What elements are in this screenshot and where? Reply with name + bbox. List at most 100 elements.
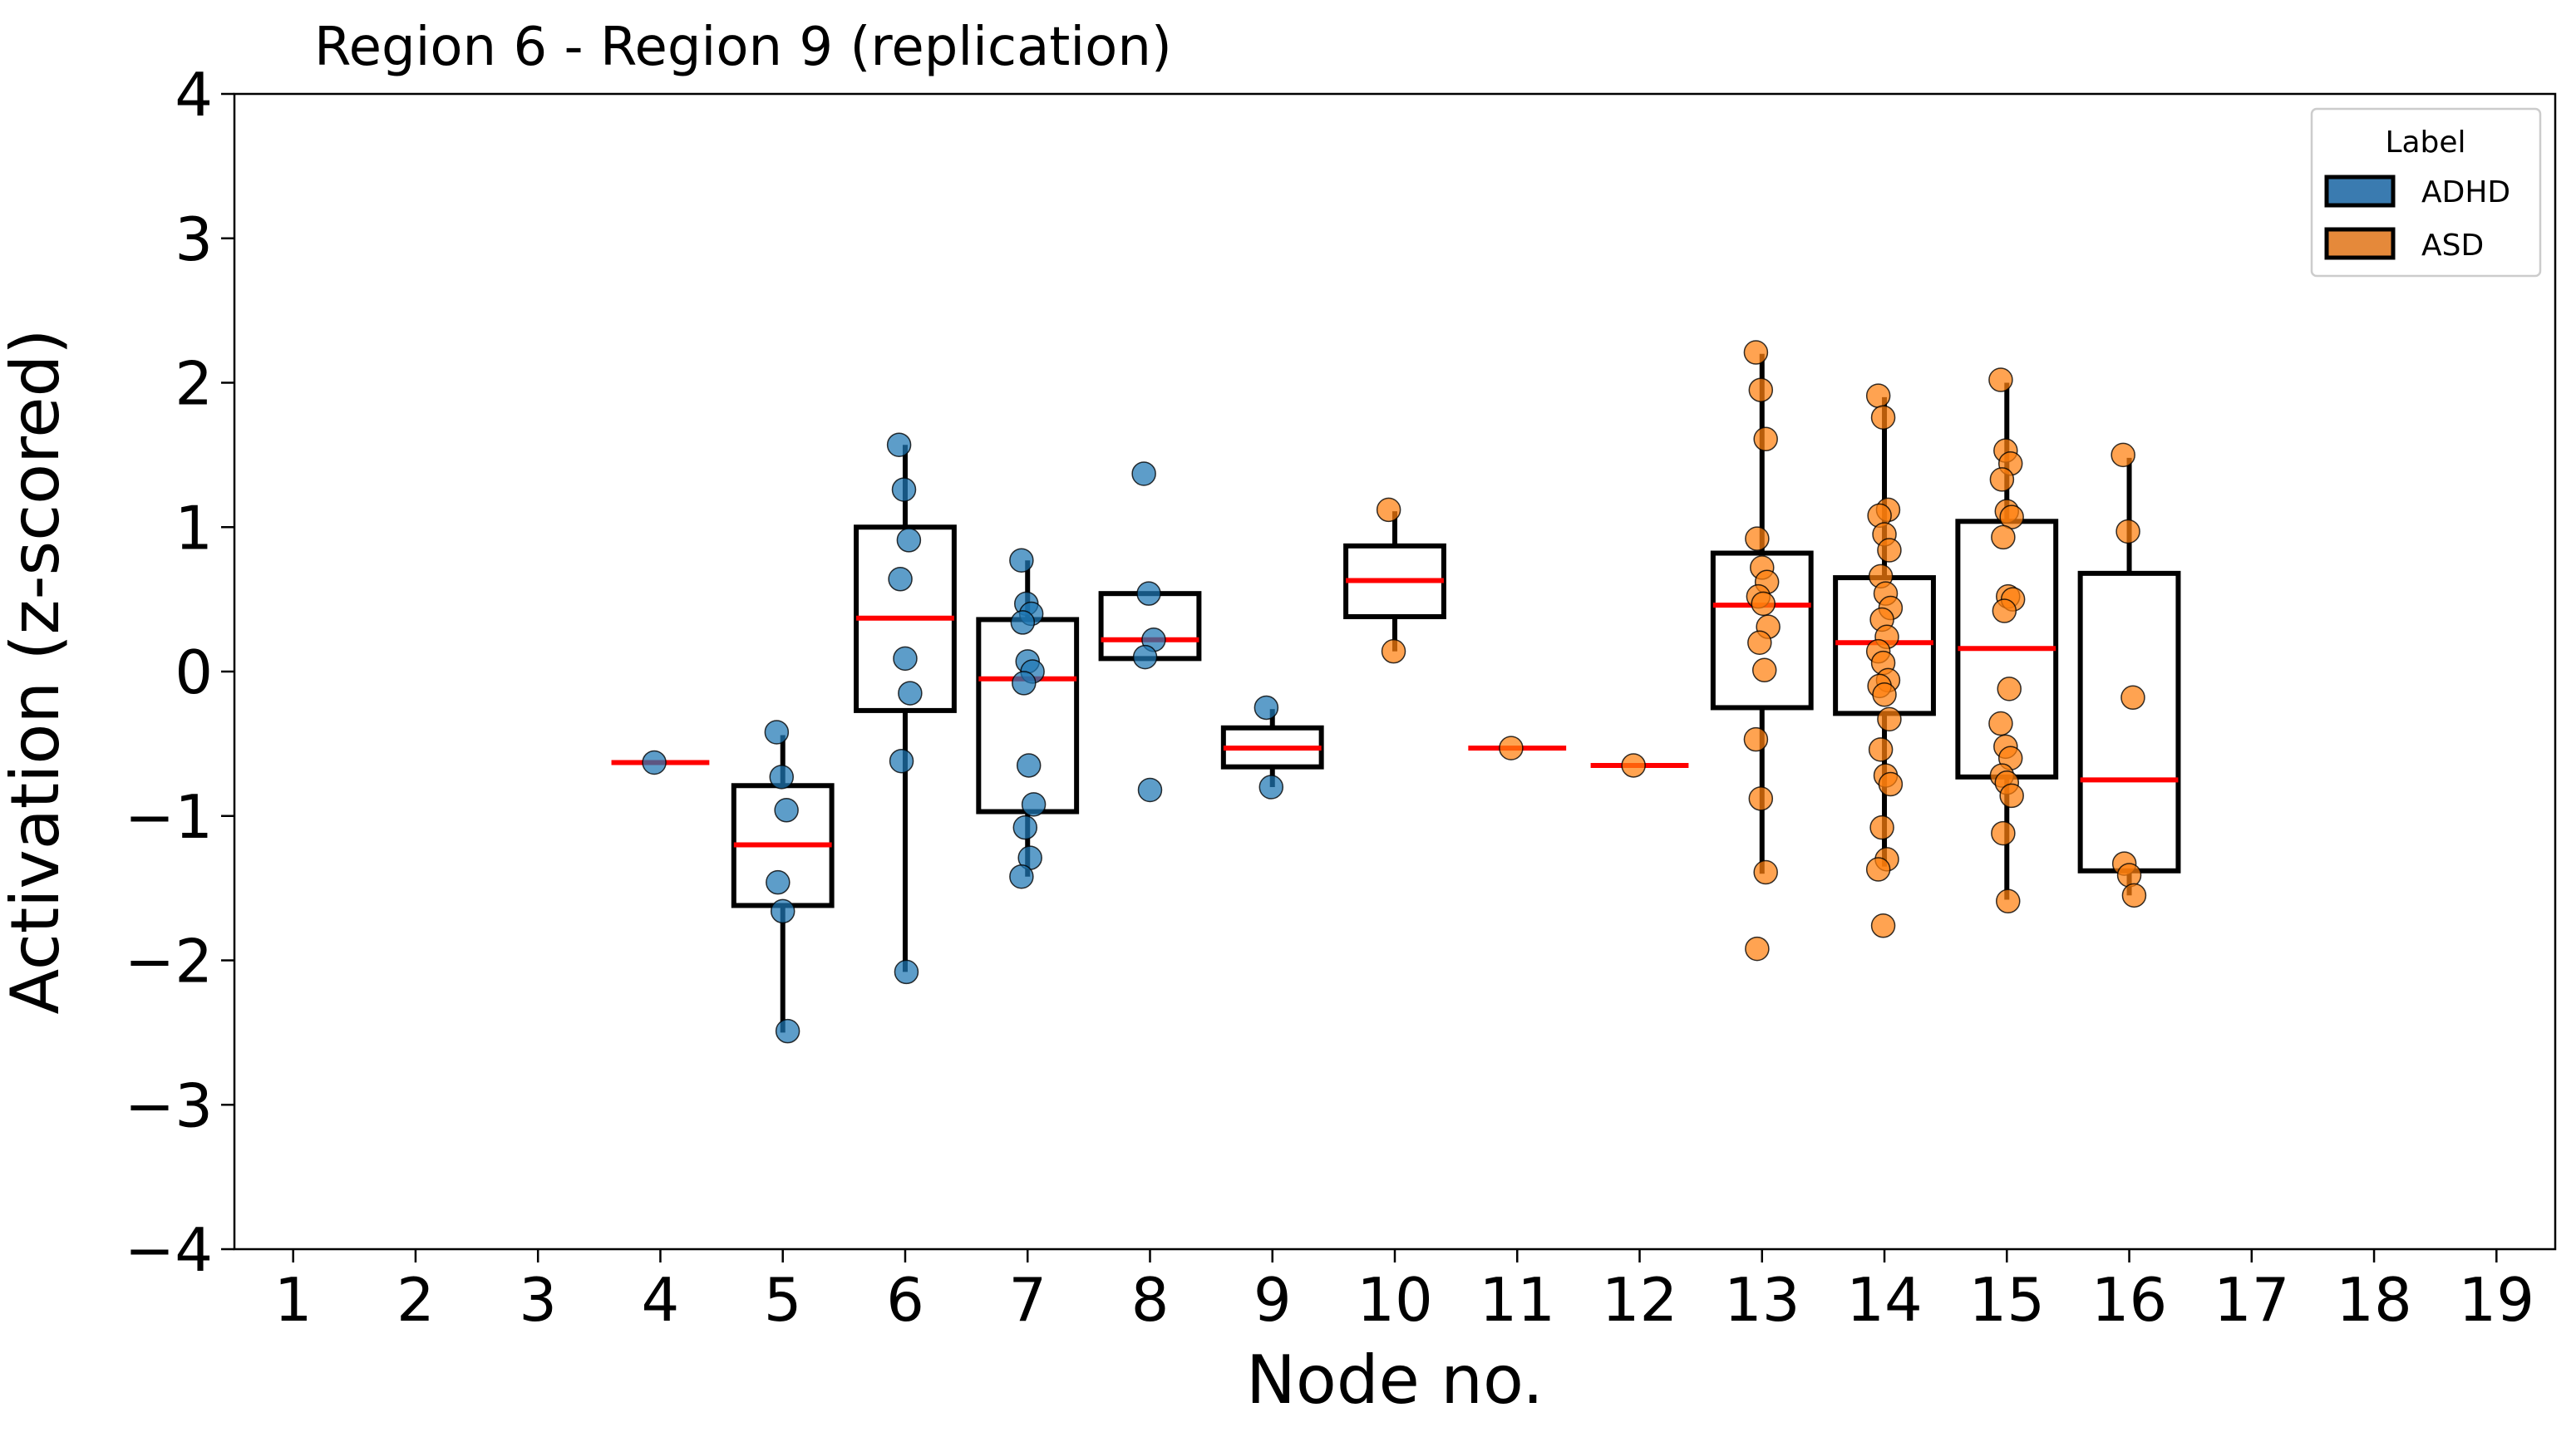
data-point (1012, 815, 1038, 840)
data-point (1870, 405, 1896, 430)
data-point (1009, 864, 1034, 889)
data-point (1999, 783, 2024, 809)
data-point (1745, 936, 1770, 962)
data-point (1865, 383, 1891, 408)
data-point (1870, 913, 1896, 938)
x-tick-label: 17 (2214, 1265, 2290, 1335)
data-point (1753, 859, 1778, 885)
y-tick-label: 1 (175, 493, 213, 563)
data-point (1988, 711, 2013, 736)
y-tick-label: 0 (175, 637, 213, 707)
box-iqr (1710, 550, 1814, 711)
data-point (1872, 682, 1897, 707)
data-point (2115, 519, 2140, 544)
legend: Label ADHD ASD (2310, 107, 2542, 278)
legend-label-adhd: ADHD (2421, 175, 2510, 209)
y-tick-label: −2 (125, 927, 213, 997)
data-point (891, 477, 917, 502)
data-point (1132, 644, 1158, 670)
data-point (1747, 630, 1772, 655)
x-axis-label: Node no. (1246, 1341, 1544, 1419)
data-point (1021, 792, 1047, 817)
data-point (1989, 467, 2015, 492)
x-tick-label: 4 (642, 1265, 680, 1335)
x-tick-label: 1 (274, 1265, 313, 1335)
x-tick-label: 7 (1008, 1265, 1047, 1335)
y-axis: −4 −3 −2 −1 0 1 2 3 4 (125, 60, 234, 1285)
data-point (1745, 526, 1770, 551)
x-tick-label: 9 (1254, 1265, 1292, 1335)
legend-swatch-adhd (2324, 175, 2396, 208)
data-point (1877, 706, 1902, 732)
data-point (1751, 657, 1777, 683)
data-point (766, 869, 791, 895)
data-point (1748, 377, 1774, 402)
y-tick-label: −4 (125, 1215, 213, 1285)
data-point (896, 528, 922, 553)
legend-swatch-asd (2324, 227, 2396, 260)
data-point (1991, 524, 2016, 550)
data-point (1869, 815, 1894, 840)
x-axis: 1 2 3 4 5 6 7 8 9 10 11 12 13 14 15 16 17 18 19 (274, 1249, 2534, 1335)
data-point (1258, 775, 1284, 800)
x-tick-label: 10 (1357, 1265, 1433, 1335)
x-tick-label: 2 (396, 1265, 435, 1335)
data-point (894, 959, 919, 985)
legend-label-asd: ASD (2421, 229, 2484, 263)
x-tick-label: 13 (1724, 1265, 1800, 1335)
data-point (1743, 340, 1769, 365)
data-point (1136, 581, 1161, 606)
data-point (2111, 442, 2135, 468)
y-tick-label: 4 (175, 60, 213, 130)
data-points (642, 340, 2147, 1044)
data-point (2116, 863, 2142, 888)
axes-frame (233, 92, 2557, 1251)
data-point (770, 898, 795, 924)
x-tick-label: 14 (1846, 1265, 1923, 1335)
x-tick-label: 8 (1131, 1265, 1170, 1335)
data-point (1376, 497, 1401, 523)
chart-title: Region 6 - Region 9 (replication) (314, 17, 1172, 78)
data-point (1988, 367, 2013, 392)
y-tick-label: 3 (175, 204, 213, 274)
data-point (889, 748, 914, 774)
data-point (1016, 753, 1042, 778)
data-point (1748, 786, 1774, 811)
x-tick-label: 19 (2459, 1265, 2535, 1335)
x-tick-label: 6 (886, 1265, 924, 1335)
y-tick-label: −1 (125, 782, 213, 852)
data-point (1992, 598, 2017, 623)
x-tick-label: 18 (2336, 1265, 2412, 1335)
data-point (1991, 820, 2016, 846)
y-tick-label: 2 (175, 349, 213, 419)
data-point (1621, 753, 1646, 778)
y-axis-label: Activation (z-scored) (0, 329, 74, 1015)
data-point (1381, 638, 1406, 664)
data-point (1137, 777, 1163, 803)
data-point (1010, 610, 1036, 635)
x-tick-label: 3 (519, 1265, 557, 1335)
data-point (886, 432, 912, 457)
data-point (642, 750, 667, 775)
data-point (1878, 771, 1904, 797)
x-tick-label: 16 (2091, 1265, 2168, 1335)
data-point (1009, 548, 1034, 573)
data-point (1753, 426, 1778, 452)
data-point (775, 1018, 800, 1044)
x-tick-label: 5 (764, 1265, 802, 1335)
data-point (2120, 685, 2145, 711)
data-point (898, 681, 923, 706)
data-point (1996, 888, 2021, 914)
data-point (1868, 737, 1894, 762)
data-point (1865, 857, 1891, 882)
data-point (1743, 726, 1769, 752)
legend-title: Label (2385, 125, 2465, 160)
data-point (1877, 538, 1902, 563)
data-point (1751, 591, 1776, 617)
x-tick-label: 11 (1479, 1265, 1555, 1335)
data-point (1499, 736, 1524, 760)
data-point (769, 765, 794, 790)
data-point (774, 798, 799, 823)
x-tick-label: 15 (1968, 1265, 2045, 1335)
